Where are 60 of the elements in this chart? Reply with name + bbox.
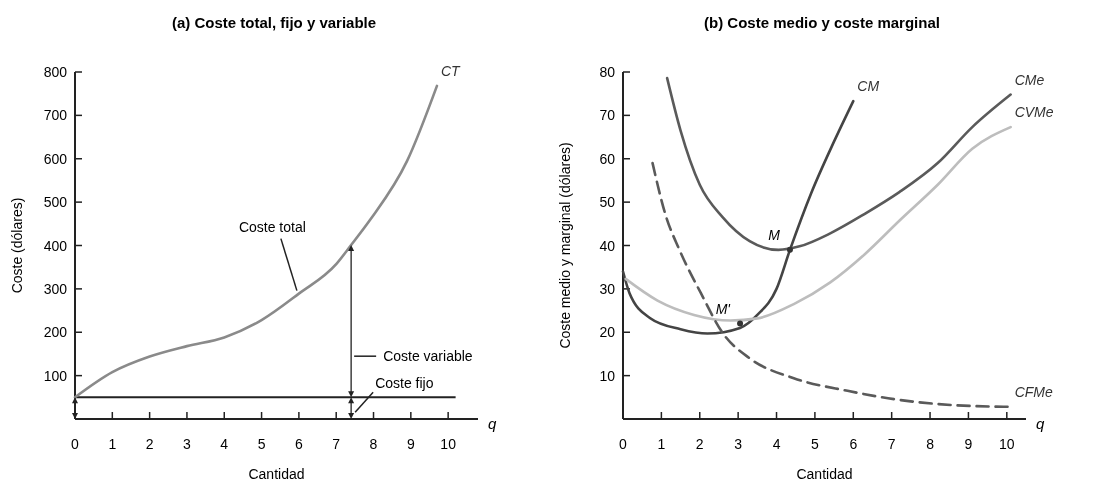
annotation: Coste fijo	[375, 375, 434, 392]
x-tick-label: 6	[849, 436, 858, 452]
y-tick-label: 200	[43, 324, 68, 341]
x-tick-label: 3	[183, 436, 192, 452]
x-tick-label: 0	[619, 436, 628, 452]
x-tick-label: 1	[657, 436, 666, 452]
y-tick-label: 20	[599, 324, 616, 341]
y-tick-label: 30	[599, 280, 616, 297]
x-axis-title: Cantidad	[796, 466, 853, 482]
y-tick-label: 10	[599, 367, 616, 384]
text: q	[1036, 415, 1045, 432]
series-label: CFMe	[1014, 383, 1053, 400]
x-tick-label: 10	[440, 436, 457, 452]
x-tick-label: 2	[695, 436, 704, 452]
annotation: Coste total	[238, 218, 306, 235]
x-tick-label: 4	[220, 436, 229, 452]
x-tick-label: 5	[811, 436, 820, 452]
line-series	[665, 76, 1012, 252]
annotation: Coste variable	[383, 348, 473, 365]
y-axis-title: Coste medio y marginal (dólares)	[557, 142, 573, 349]
annotation: M'	[715, 300, 732, 317]
y-axis-title: Coste (dólares)	[9, 197, 25, 294]
x-tick-label: 9	[406, 436, 415, 452]
line-series	[624, 125, 1012, 322]
y-tick-label: 800	[43, 64, 68, 80]
y-tick-label: 600	[43, 150, 68, 167]
chart-title: (b) Coste medio y coste marginal	[704, 14, 940, 31]
y-tick-label: 400	[43, 237, 68, 254]
y-tick-label: 700	[43, 107, 68, 124]
y-tick-label: 80	[599, 64, 616, 80]
series-label: CMe	[1014, 71, 1045, 88]
x-tick-label: 2	[145, 436, 154, 452]
y-tick-label: 500	[43, 194, 68, 211]
y-tick-label: 300	[43, 280, 68, 297]
annotation: M	[768, 226, 781, 243]
x-tick-label: 5	[257, 436, 266, 452]
x-tick-label: 7	[887, 436, 896, 452]
y-tick-label: 60	[599, 150, 616, 167]
series-label: CT	[440, 62, 462, 79]
x-tick-label: 9	[964, 436, 973, 452]
line-series	[621, 99, 855, 335]
x-tick-label: 3	[734, 436, 743, 452]
x-tick-label: 10	[999, 436, 1015, 452]
x-tick-label: 6	[294, 436, 303, 452]
y-tick-label: 40	[599, 237, 616, 254]
line-series	[651, 161, 1012, 409]
x-tick-label: 7	[332, 436, 341, 452]
x-tick-label: 8	[926, 436, 935, 452]
series-label: CM	[857, 78, 880, 95]
y-tick-label: 50	[599, 194, 616, 211]
x-tick-label: 0	[71, 436, 80, 452]
x-tick-label: 4	[772, 436, 781, 452]
y-tick-label: 70	[599, 107, 616, 124]
series-label: CVMe	[1014, 104, 1054, 121]
x-tick-label: 1	[108, 436, 117, 452]
x-tick-label: 8	[369, 436, 378, 452]
chart-title: (a) Coste total, fijo y variable	[171, 14, 377, 31]
text: q	[488, 415, 497, 432]
x-axis-title: Cantidad	[248, 466, 305, 482]
y-tick-label: 100	[43, 367, 68, 384]
